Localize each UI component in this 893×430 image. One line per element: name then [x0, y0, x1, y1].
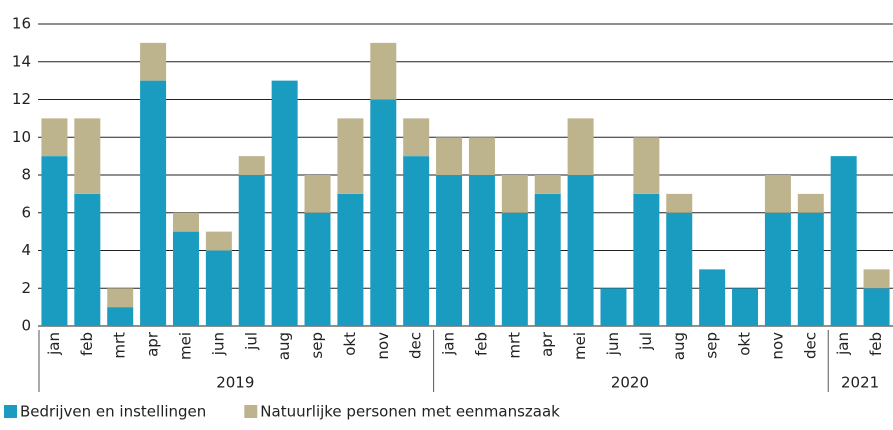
bar-segment	[74, 193, 101, 326]
bar-segment	[238, 156, 265, 175]
legend-label: Bedrijven en instellingen	[20, 403, 206, 421]
x-tick-label: nov	[374, 332, 392, 360]
x-tick-label: sep	[703, 332, 721, 359]
x-tick-label: jun	[209, 332, 227, 356]
x-tick-label: feb	[78, 332, 96, 356]
bar-segment	[304, 175, 331, 213]
bar-segment	[205, 231, 232, 251]
bar-segment	[764, 175, 791, 213]
bar-segment	[666, 212, 693, 326]
y-tick-label: 6	[21, 203, 31, 221]
bar-segment	[732, 288, 759, 326]
y-tick-label: 2	[21, 279, 31, 297]
x-tick-label: aug	[275, 332, 293, 360]
x-tick-label: mrt	[505, 332, 523, 359]
group-label: 2020	[611, 374, 649, 392]
y-tick-label: 10	[12, 128, 31, 146]
y-tick-label: 16	[12, 15, 31, 33]
x-tick-label: jul	[242, 332, 260, 351]
bar-segment	[764, 212, 791, 326]
y-tick-label: 4	[21, 241, 31, 259]
group-label: 2021	[841, 374, 879, 392]
bar-segment	[140, 80, 167, 326]
bar-segment	[699, 269, 726, 326]
x-tick-label: jan	[440, 332, 458, 356]
x-tick-label: feb	[472, 332, 490, 356]
bar-segment	[501, 212, 528, 326]
bar-segment	[74, 118, 101, 194]
x-tick-label: jul	[637, 332, 655, 351]
bar-segment	[666, 193, 693, 213]
x-tick-label: dec	[407, 332, 425, 359]
x-tick-label: feb	[867, 332, 885, 356]
x-tick-label: jan	[45, 332, 63, 356]
x-tick-label: mei	[176, 332, 194, 360]
x-tick-label: mei	[571, 332, 589, 360]
x-tick-label: okt	[341, 332, 359, 356]
bar-segment	[41, 156, 68, 326]
x-tick-label: aug	[670, 332, 688, 360]
bar-segment	[271, 80, 298, 326]
bar-segment	[863, 288, 890, 326]
bar-segment	[633, 137, 660, 194]
legend-swatch	[4, 405, 17, 418]
legend-label: Natuurlijke personen met eenmanszaak	[260, 403, 560, 421]
bar-segment	[107, 288, 134, 308]
x-tick-label: dec	[801, 332, 819, 359]
bar-segment	[337, 118, 364, 194]
x-tick-label: apr	[538, 331, 556, 357]
bar-segment	[633, 193, 660, 326]
x-tick-label: jan	[834, 332, 852, 356]
bar-segment	[534, 175, 561, 194]
legend-swatch	[244, 405, 258, 418]
y-tick-label: 14	[12, 52, 31, 70]
bar-segment	[468, 137, 495, 175]
x-tick-label: sep	[308, 332, 326, 359]
bar-segment	[140, 42, 167, 81]
bar-segment	[567, 118, 594, 175]
x-tick-label: jun	[604, 332, 622, 356]
x-tick-label: okt	[736, 332, 754, 356]
bar-segment	[205, 250, 232, 326]
bar-segment	[403, 156, 430, 326]
bar-segment	[567, 175, 594, 326]
bar-segment	[797, 193, 824, 213]
bar-segment	[41, 118, 68, 157]
bar-segment	[468, 175, 495, 326]
x-tick-label: mrt	[111, 332, 129, 359]
x-tick-label: apr	[144, 331, 162, 357]
x-tick-label: nov	[768, 332, 786, 360]
group-label: 2019	[216, 374, 254, 392]
bar-segment	[436, 175, 463, 326]
y-tick-label: 8	[21, 166, 31, 184]
bar-segment	[337, 193, 364, 326]
bar-segment	[534, 193, 561, 326]
bar-segment	[172, 231, 199, 326]
bar-segment	[501, 175, 528, 213]
bar-segment	[600, 288, 627, 326]
bar-segment	[370, 99, 397, 326]
y-tick-label: 0	[21, 317, 31, 335]
bar-segment	[304, 212, 331, 326]
bar-segment	[830, 156, 857, 326]
bar-segment	[403, 118, 430, 157]
bar-segment	[863, 269, 890, 289]
bar-segment	[107, 307, 134, 326]
bar-segment	[238, 175, 265, 326]
bar-segment	[370, 42, 397, 100]
y-tick-label: 12	[12, 90, 31, 108]
bar-segment	[436, 137, 463, 175]
bar-segment	[797, 212, 824, 326]
bar-segment	[172, 212, 199, 232]
